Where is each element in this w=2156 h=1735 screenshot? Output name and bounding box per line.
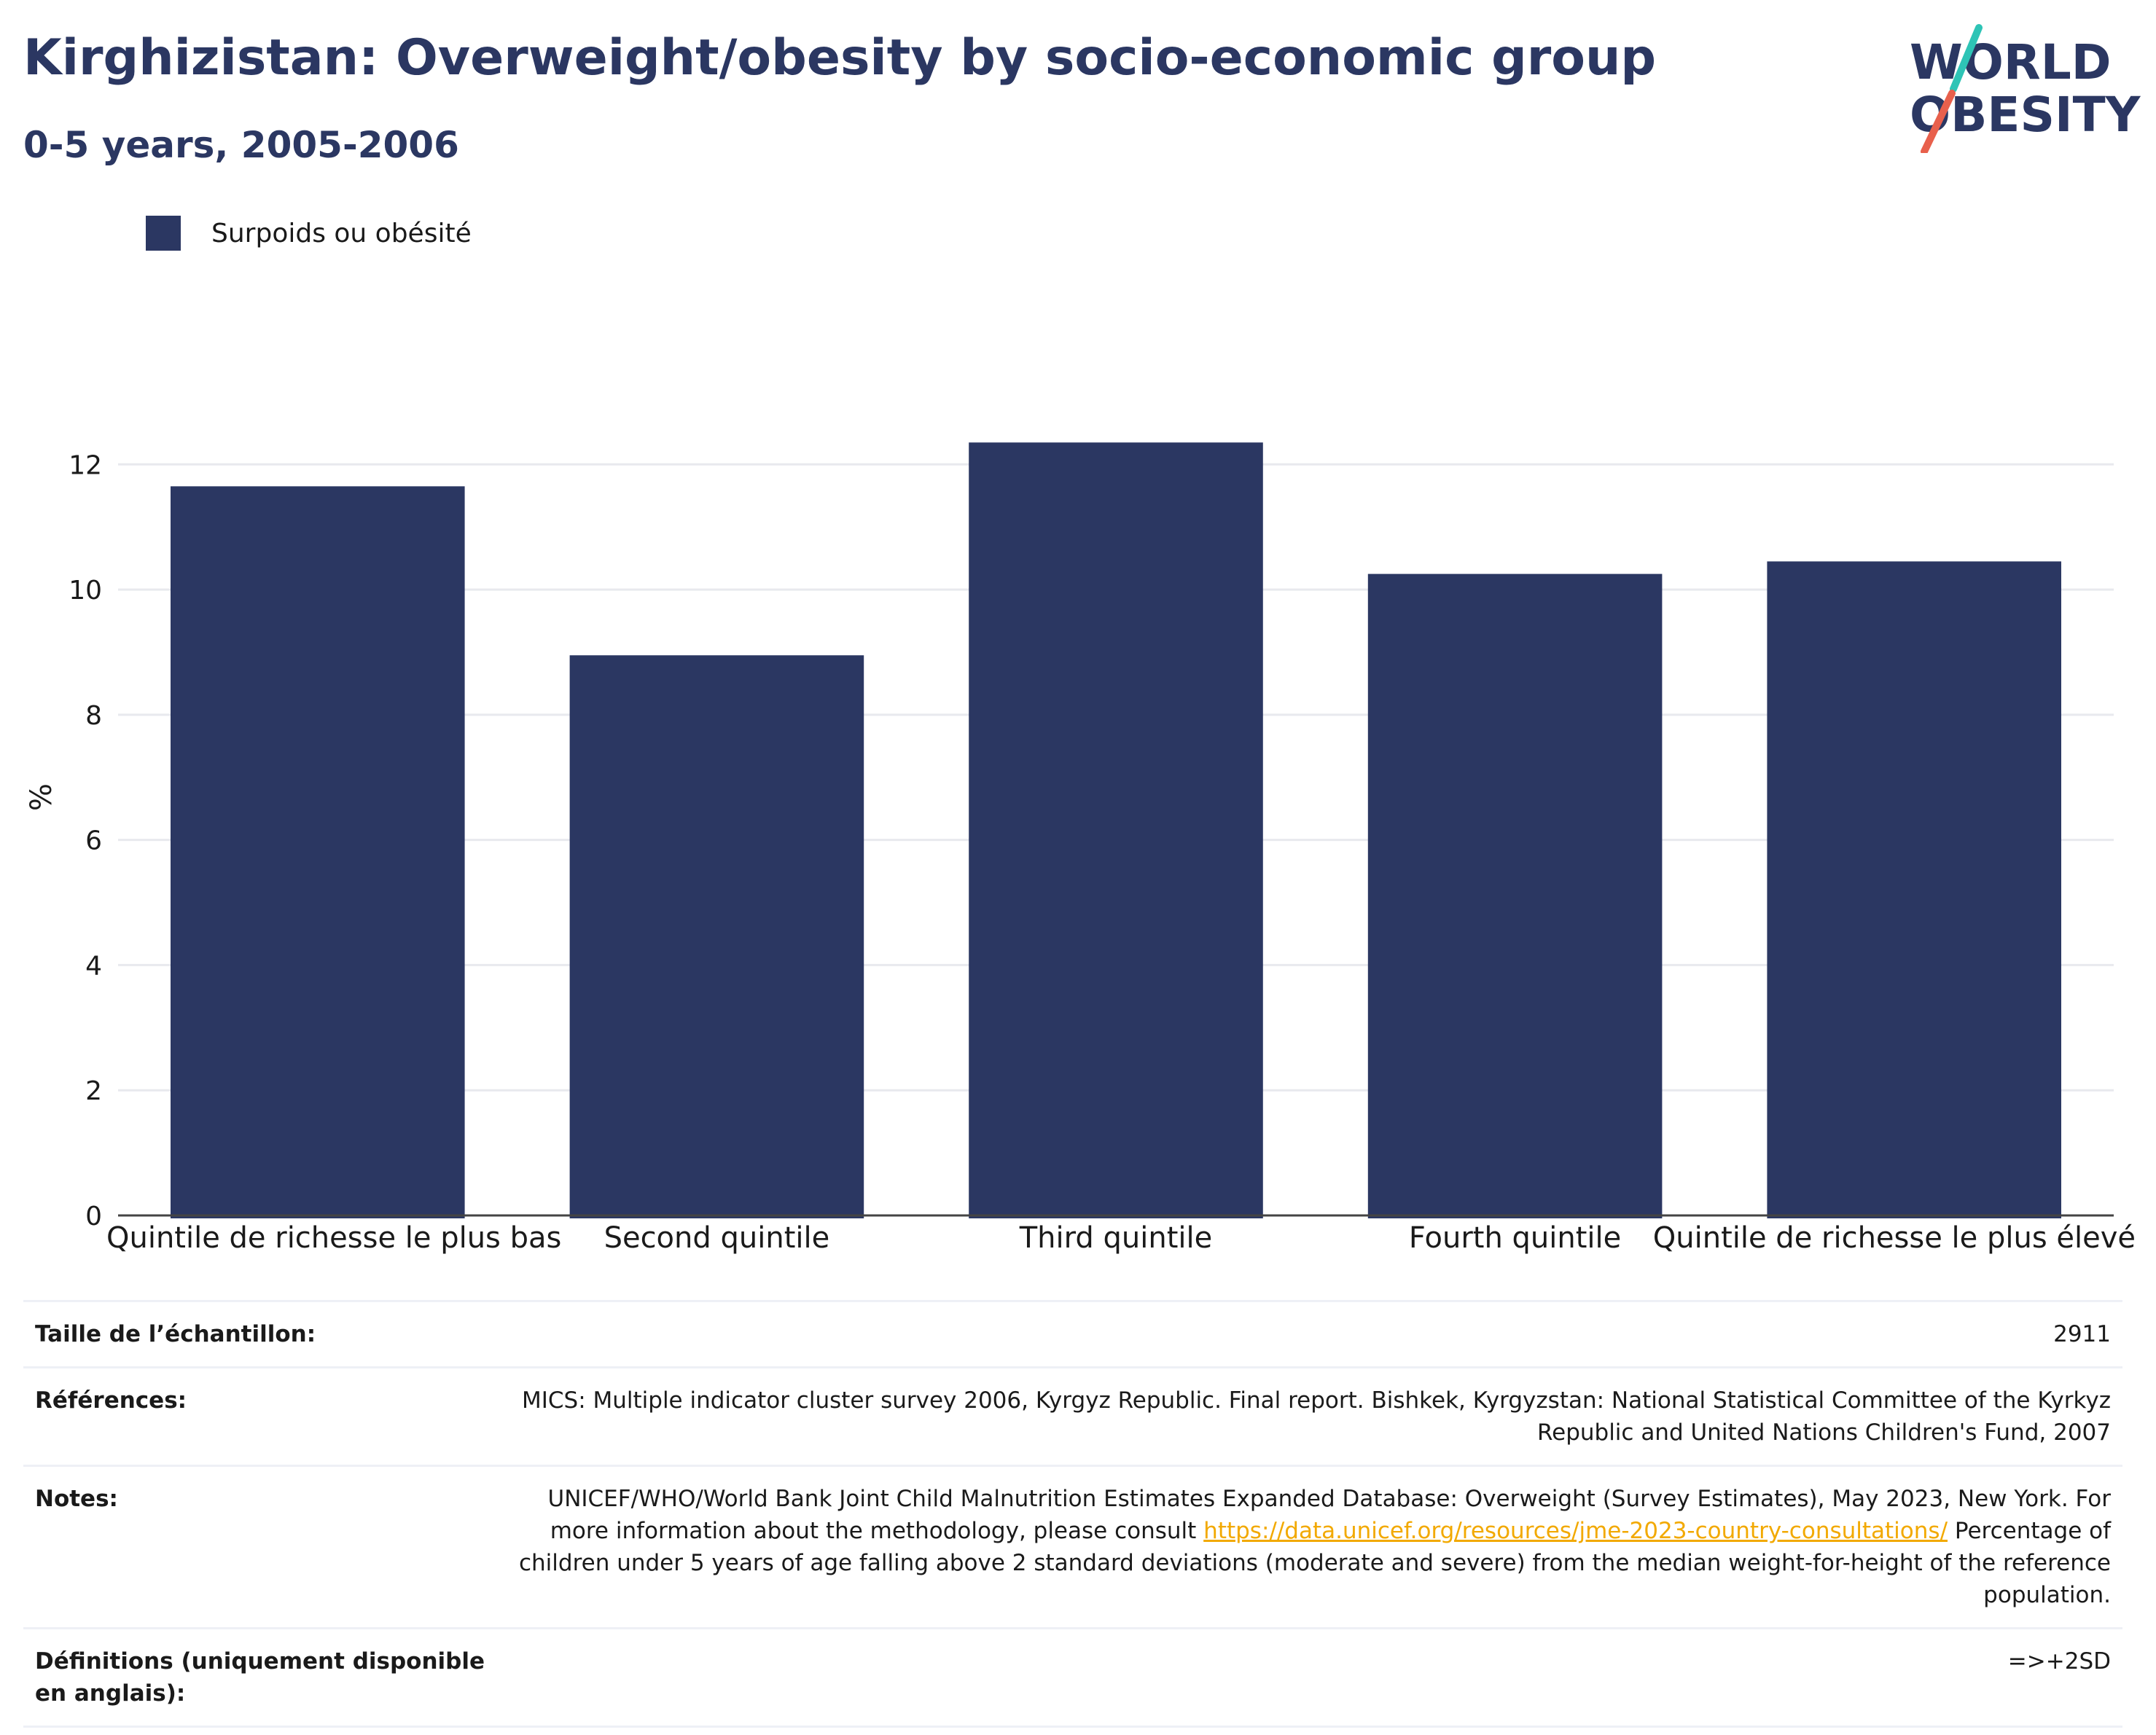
- bar-2[interactable]: [969, 442, 1263, 1219]
- y-tick-label-6: 6: [85, 826, 102, 856]
- y-tick-label-12: 12: [69, 450, 102, 480]
- logo-slash-top: [1950, 24, 1983, 93]
- page-title: Kirghizistan: Overweight/obesity by soci…: [23, 29, 1657, 87]
- x-tick-label-4: Quintile de richesse le plus élevé: [1653, 1221, 2136, 1255]
- sample-size-label: Taille de l’échantillon:: [35, 1321, 316, 1347]
- definitions-value: =>+2SD: [2007, 1648, 2111, 1675]
- x-tick-label-2: Third quintile: [1019, 1221, 1212, 1255]
- world-obesity-logo[interactable]: WORLD OBESITY: [1895, 22, 2143, 153]
- notes-text-before: UNICEF/WHO/World Bank Joint Child Malnut…: [547, 1486, 2112, 1544]
- bar-3[interactable]: [1367, 573, 1663, 1218]
- y-tick-label-10: 10: [69, 576, 102, 606]
- info-row-definitions: Définitions (uniquement disponible en an…: [23, 1627, 2122, 1728]
- notes-value: UNICEF/WHO/World Bank Joint Child Malnut…: [516, 1483, 2111, 1611]
- axes: 0 2 4 6 8 10 12 Quintile de richesse le plus ba…: [25, 450, 2136, 1255]
- notes-label: Notes:: [35, 1486, 118, 1512]
- notes-text-after: Percentage of children under 5 years of …: [518, 1518, 2111, 1608]
- bar-chart: 0 2 4 6 8 10 12 Quintile de richesse le plus ba…: [25, 442, 2136, 1255]
- legend[interactable]: Surpoids ou obésité: [146, 216, 472, 251]
- logo-text-line1: WORLD: [1910, 34, 2112, 90]
- info-table: Taille de l’échantillon: 2911 Références…: [23, 1300, 2122, 1728]
- bar-0[interactable]: [171, 486, 465, 1218]
- legend-label[interactable]: Surpoids ou obésité: [211, 218, 472, 248]
- info-row-sample-size: Taille de l’échantillon: 2911: [23, 1300, 2122, 1366]
- bar-4[interactable]: [1767, 561, 2061, 1218]
- info-row-notes: Notes: UNICEF/WHO/World Bank Joint Child…: [23, 1465, 2122, 1627]
- legend-swatch: [146, 216, 181, 251]
- sample-size-value: 2911: [2053, 1321, 2111, 1347]
- notes-link[interactable]: https://data.unicef.org/resources/jme-20…: [1203, 1518, 1948, 1544]
- x-tick-label-1: Second quintile: [604, 1221, 830, 1255]
- references-label: Références:: [35, 1387, 187, 1414]
- y-tick-label-0: 0: [85, 1202, 102, 1231]
- x-tick-label-3: Fourth quintile: [1409, 1221, 1621, 1255]
- x-tick-label-0: Quintile de richesse le plus bas: [106, 1221, 561, 1255]
- y-axis-label: %: [25, 783, 58, 811]
- definitions-label: Définitions (uniquement disponible en an…: [35, 1648, 485, 1707]
- references-value: MICS: Multiple indicator cluster survey …: [521, 1387, 2111, 1446]
- logo-slash-bottom: [1921, 90, 1956, 153]
- y-tick-label-8: 8: [85, 701, 102, 731]
- page-subtitle: 0-5 years, 2005-2006: [23, 124, 459, 166]
- bar-1[interactable]: [569, 655, 864, 1218]
- y-tick-label-4: 4: [85, 951, 102, 981]
- y-tick-label-2: 2: [85, 1076, 102, 1106]
- bars: [171, 442, 2061, 1219]
- info-row-references: Références: MICS: Multiple indicator clu…: [23, 1366, 2122, 1465]
